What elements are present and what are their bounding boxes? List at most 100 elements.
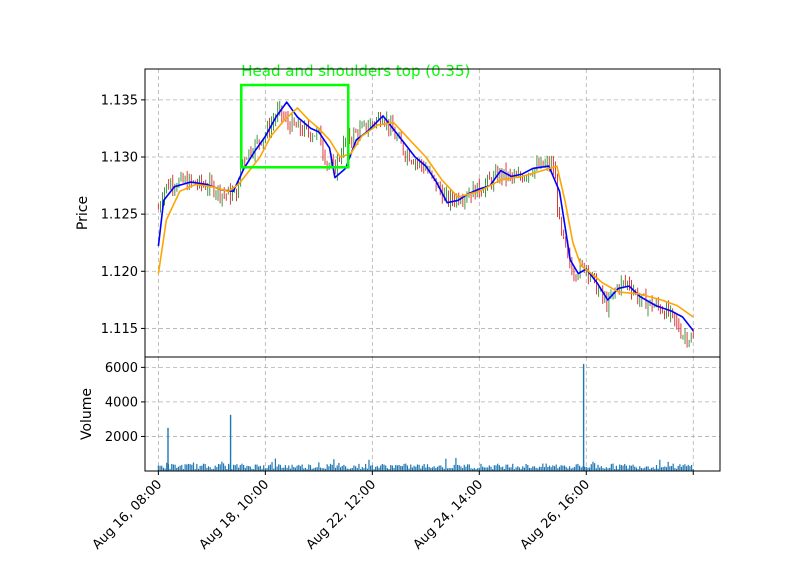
volume-bar: [470, 468, 472, 471]
volume-bar: [600, 466, 602, 471]
volume-bar: [543, 467, 546, 471]
pattern-box: [240, 83, 350, 169]
volume-bar: [254, 464, 256, 471]
volume-panel-frame: [144, 356, 721, 472]
volume-bar: [192, 462, 195, 471]
fast-ma-line: [157, 101, 694, 332]
volume-bar: [578, 465, 581, 471]
volume-bar: [321, 468, 323, 471]
volume-bar: [493, 465, 495, 471]
volume-bar: [451, 468, 454, 471]
volume-bar: [171, 463, 173, 471]
volume-bar: [505, 464, 507, 471]
volume-bar: [415, 466, 417, 471]
x-tick-label: Aug 18, 10:00: [197, 477, 273, 553]
volume-bar: [440, 465, 442, 471]
volume-bar: [390, 464, 392, 471]
volume-bar: [169, 468, 171, 471]
volume-bar: [329, 463, 332, 471]
volume-bar: [495, 465, 497, 471]
volume-bar: [174, 464, 176, 471]
volume-bar: [634, 466, 636, 471]
volume-bar: [520, 468, 522, 471]
volume-bar: [314, 467, 317, 471]
volume-bar: [358, 463, 360, 471]
volume-bar: [640, 467, 643, 471]
volume-bar: [550, 467, 552, 471]
volume-bar: [592, 461, 594, 471]
volume-bar: [264, 468, 266, 471]
volume-bar: [289, 468, 292, 471]
price-ytick-label: 1.120: [101, 265, 138, 280]
volume-bar: [236, 464, 238, 471]
volume-bar: [642, 468, 644, 471]
volume-bar: [515, 467, 517, 471]
volume-bar: [159, 465, 161, 471]
volume-bar: [386, 468, 388, 471]
volume-bar: [316, 467, 318, 471]
volume-bar: [482, 466, 484, 471]
volume-bar: [403, 463, 405, 471]
price-ytick-label: 1.125: [101, 208, 138, 223]
volume-bar: [497, 463, 499, 471]
volume-bar: [343, 464, 345, 471]
price-ytick-label: 1.135: [101, 93, 138, 108]
volume-spike-bar: [229, 414, 232, 471]
volume-bar: [595, 468, 597, 471]
volume-bar: [224, 465, 226, 471]
volume-bar: [467, 464, 469, 471]
volume-ytick-label: 6000: [105, 361, 138, 376]
volume-bar: [276, 466, 278, 471]
volume-bar: [239, 464, 241, 471]
volume-bar: [202, 463, 205, 471]
volume-bar: [176, 467, 178, 471]
volume-bar: [672, 463, 674, 471]
volume-bar: [209, 467, 211, 471]
volume-bar: [585, 467, 587, 471]
volume-bar: [667, 461, 669, 471]
volume-bar: [456, 464, 459, 471]
volume-bar: [400, 465, 402, 471]
volume-bar: [599, 467, 601, 471]
volume-bar: [562, 465, 564, 471]
volume-bar: [283, 467, 285, 471]
volume-bar: [338, 462, 340, 471]
volume-bar: [542, 463, 544, 471]
volume-bar: [517, 466, 519, 471]
volume-bar: [375, 466, 377, 471]
volume-bar: [373, 469, 375, 471]
volume-bar: [391, 465, 393, 471]
volume-bar: [430, 468, 432, 471]
volume-bar: [331, 464, 333, 471]
volume-bar: [214, 465, 216, 471]
volume-bar: [487, 467, 489, 471]
volume-bar: [356, 468, 358, 471]
volume-bar: [639, 466, 641, 471]
volume-bar: [475, 469, 477, 471]
volume-bar: [512, 463, 514, 471]
volume-bar: [665, 467, 668, 471]
moving-average-lines: [157, 101, 694, 332]
volume-bar: [624, 463, 626, 471]
volume-bar: [435, 467, 437, 471]
volume-bar: [189, 464, 191, 471]
volume-bar: [207, 466, 210, 471]
volume-bar: [306, 469, 308, 471]
volume-bar: [629, 465, 631, 471]
volume-bar: [446, 468, 449, 471]
volume-bar: [604, 468, 606, 471]
volume-y-axis: 2000 4000 6000: [105, 361, 145, 445]
volume-bar: [348, 468, 350, 471]
volume-bar: [344, 466, 347, 471]
x-tick-label: Aug 24, 14:00: [411, 477, 487, 553]
volume-bar: [682, 465, 684, 471]
volume-bar: [398, 464, 400, 471]
volume-bar: [360, 469, 362, 471]
volume-bar: [346, 468, 348, 471]
volume-bar: [690, 465, 693, 471]
volume-bar: [654, 468, 656, 471]
volume-bar: [339, 467, 342, 471]
volume-bar: [336, 465, 338, 471]
volume-bar: [617, 468, 619, 471]
volume-bar: [405, 463, 407, 471]
